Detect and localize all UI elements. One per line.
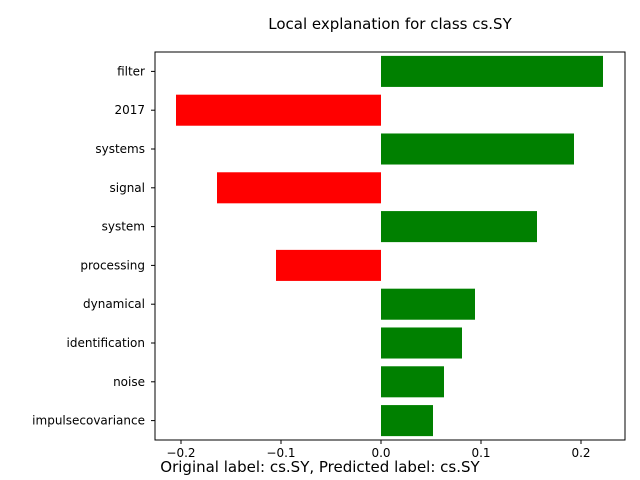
bar-2017 — [176, 94, 381, 126]
y-tick-label: systems — [95, 142, 145, 156]
bar-filter — [381, 55, 603, 87]
bar-noise — [381, 366, 444, 398]
y-tick-label: identification — [67, 336, 145, 350]
bar-signal — [217, 172, 381, 204]
x-axis-ticks: −0.2 −0.1 0.0 0.1 0.2 — [166, 440, 591, 460]
x-tick-label: 0.0 — [371, 446, 390, 460]
x-tick-label: −0.2 — [166, 446, 195, 460]
y-axis-ticks: filter 2017 systems signal system processing d… — [32, 64, 155, 428]
chart-title: Local explanation for class cs.SY — [268, 15, 512, 33]
bar-impulsecovariance — [381, 405, 433, 437]
y-tick-label: processing — [80, 258, 145, 272]
bar-dynamical — [381, 288, 475, 320]
bar-processing — [276, 249, 381, 281]
y-tick-label: signal — [110, 181, 146, 195]
bars-group — [176, 55, 603, 437]
bar-identification — [381, 327, 462, 359]
y-tick-label: noise — [113, 375, 145, 389]
y-tick-label: filter — [117, 64, 145, 78]
y-tick-label: impulsecovariance — [32, 414, 145, 428]
bar-system — [381, 211, 537, 243]
bar-systems — [381, 133, 574, 165]
y-tick-label: system — [102, 220, 145, 234]
y-tick-label: dynamical — [83, 297, 145, 311]
x-tick-label: −0.1 — [266, 446, 295, 460]
label-caption: Original label: cs.SY, Predicted label: … — [160, 458, 480, 476]
x-tick-label: 0.2 — [571, 446, 590, 460]
x-tick-label: 0.1 — [471, 446, 490, 460]
y-tick-label: 2017 — [114, 103, 145, 117]
plot-frame — [154, 51, 626, 441]
